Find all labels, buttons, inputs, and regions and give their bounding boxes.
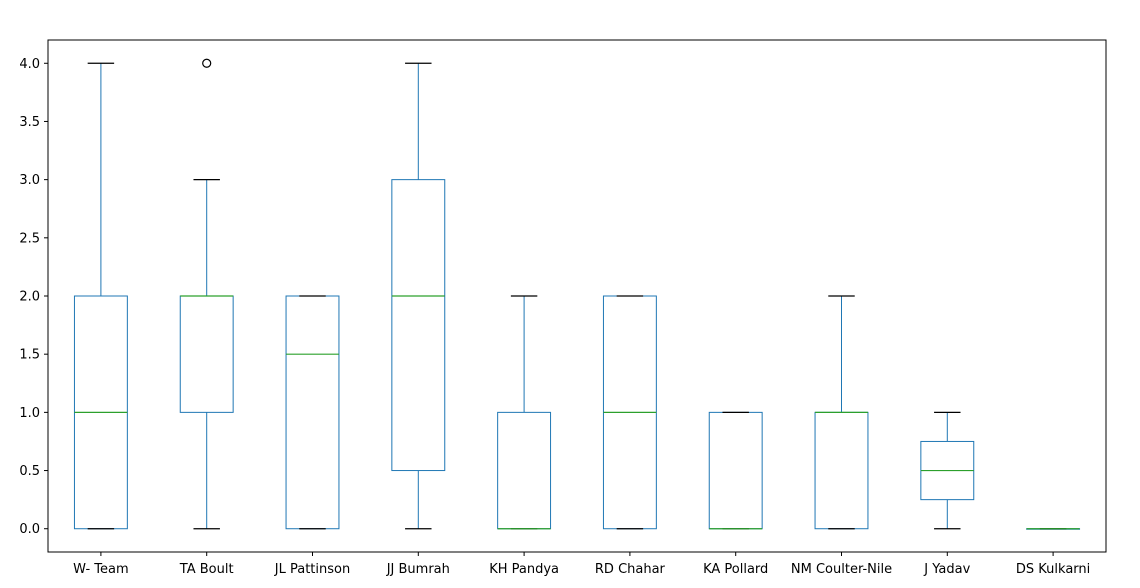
box-2 <box>285 295 340 530</box>
box-5 <box>602 295 657 530</box>
y-tick-label: 3.5 <box>19 115 40 130</box>
box-3 <box>391 62 446 530</box>
y-axis: 0.0 0.5 1.0 1.5 2.0 2.5 3.0 3.5 4.0 <box>19 57 48 537</box>
x-tick-label: KH Pandya <box>489 562 559 577</box>
x-tick-label: DS Kulkarni <box>1016 562 1090 577</box>
y-tick-label: 2.5 <box>19 231 40 246</box>
y-tick-label: 4.0 <box>19 57 40 72</box>
box-body <box>497 411 552 530</box>
y-tick-label: 1.0 <box>19 406 40 421</box>
box-6 <box>708 411 763 530</box>
box-7 <box>814 295 869 530</box>
box-4 <box>497 295 552 530</box>
boxes-group <box>73 58 1081 530</box>
y-tick-label: 0.5 <box>19 464 40 479</box>
box-body <box>179 295 234 413</box>
box-0 <box>73 62 128 530</box>
box-body <box>391 179 446 472</box>
x-tick-label: J Yadav <box>923 562 970 577</box>
x-tick-label: KA Pollard <box>703 562 768 577</box>
x-tick-label: TA Boult <box>179 562 234 577</box>
y-tick-label: 2.0 <box>19 290 40 305</box>
x-axis: W- Team TA Boult JL Pattinson JJ Bumrah KH P… <box>73 552 1090 577</box>
box-1 <box>179 58 234 530</box>
x-tick-label: JL Pattinson <box>274 562 350 577</box>
box-body <box>814 411 869 530</box>
y-tick-label: 1.5 <box>19 348 40 363</box>
x-tick-label: NM Coulter-Nile <box>791 562 892 577</box>
box-body <box>708 411 763 530</box>
x-tick-label: JJ Bumrah <box>386 562 450 577</box>
box-body <box>285 295 340 530</box>
outlier-point <box>202 58 212 68</box>
y-tick-label: 0.0 <box>19 522 40 537</box>
box-8 <box>920 411 975 530</box>
x-tick-label: RD Chahar <box>595 562 666 577</box>
box-9 <box>1026 528 1081 530</box>
x-tick-label: W- Team <box>73 562 129 577</box>
y-tick-label: 3.0 <box>19 173 40 188</box>
